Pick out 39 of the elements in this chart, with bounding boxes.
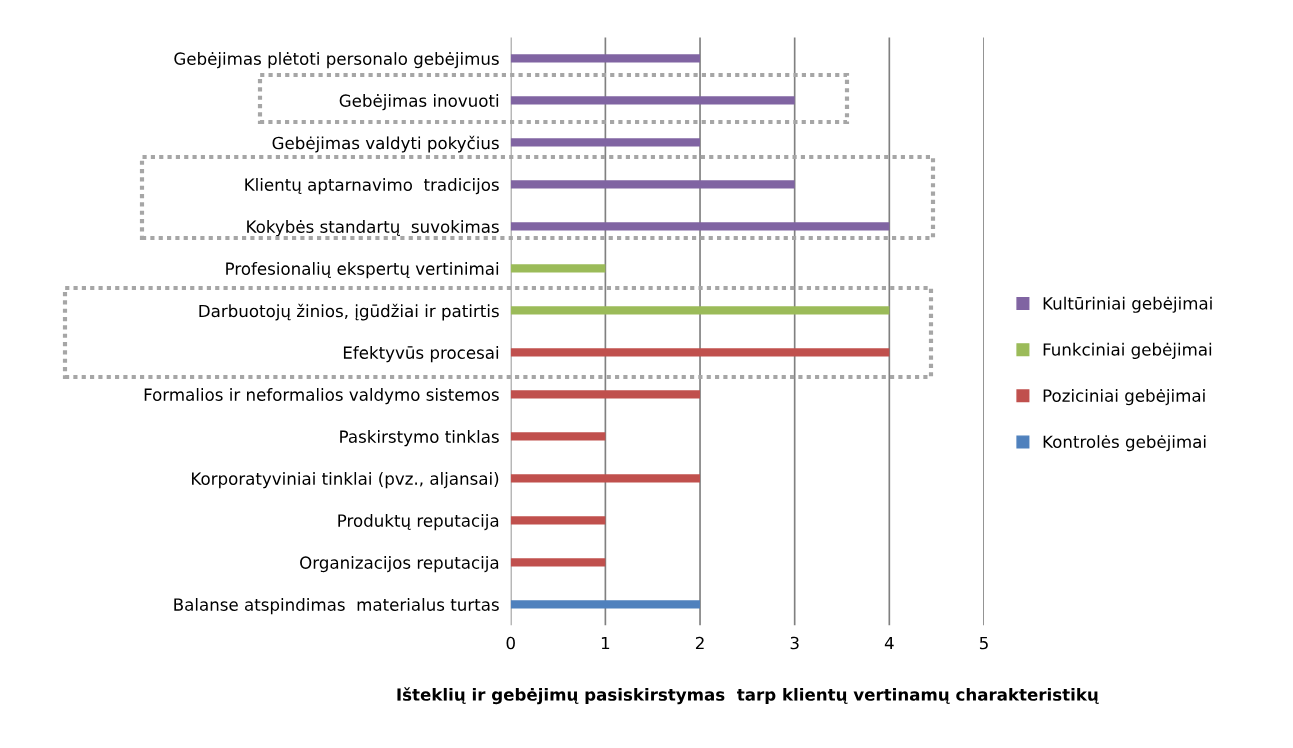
- y-tick-label: Gebėjimas inovuoti: [339, 94, 499, 111]
- x-tick-label: 1: [601, 636, 610, 650]
- y-tick-label: Produktų reputacija: [338, 514, 499, 531]
- bar: [510, 432, 606, 441]
- bar: [510, 222, 890, 231]
- y-tick-label: Organizacijos reputacija: [300, 556, 499, 573]
- y-tick-label: Gebėjimas plėtoti personalo gebėjimus: [174, 52, 499, 69]
- y-tick-label: Darbuotojų žinios, įgūdžiai ir patirtis: [199, 303, 499, 321]
- bar: [510, 390, 701, 399]
- bar: [510, 138, 701, 147]
- y-tick-label: Efektyvūs procesai: [343, 346, 499, 363]
- bar: [510, 600, 701, 609]
- y-tick-label: Formalios ir neformalios valdymo sistemos: [144, 388, 499, 405]
- y-tick-label: Kokybės standartų suvokimas: [247, 220, 499, 237]
- y-tick-label: Klientų aptarnavimo tradicijos: [245, 178, 499, 195]
- bar: [510, 54, 701, 63]
- legend-label: Kontrolės gebėjimai: [1043, 435, 1206, 452]
- y-tick-label: Paskirstymo tinklas: [340, 430, 499, 447]
- bar: [510, 558, 606, 567]
- bar: [510, 180, 795, 189]
- bar: [510, 264, 606, 273]
- y-tick-label: Profesionalių ekspertų vertinimai: [226, 262, 499, 279]
- x-tick-label: 4: [884, 636, 894, 650]
- bar: [510, 306, 890, 315]
- legend-label: Kultūriniai gebėjimai: [1043, 296, 1212, 313]
- y-tick-label: Balanse atspindimas materialus turtas: [174, 598, 499, 615]
- legend-label: Poziciniai gebėjimai: [1043, 389, 1205, 406]
- x-axis-title: Išteklių ir gebėjimų pasiskirstymas tarp klientų vertinamų charakteristikų: [397, 687, 1099, 705]
- y-tick-label: Gebėjimas valdyti pokyčius: [272, 135, 499, 153]
- x-tick-label: 3: [790, 636, 799, 650]
- x-tick-label: 0: [506, 636, 515, 650]
- x-tick-label: 2: [695, 636, 704, 650]
- legend-label: Funkciniai gebėjimai: [1043, 342, 1212, 359]
- bar: [510, 348, 890, 357]
- x-tick-label: 5: [979, 636, 988, 650]
- bar: [510, 516, 606, 525]
- bar: [510, 474, 701, 483]
- y-tick-label: Korporatyviniai tinklai (pvz., aljansai): [192, 472, 499, 489]
- bar: [510, 96, 795, 105]
